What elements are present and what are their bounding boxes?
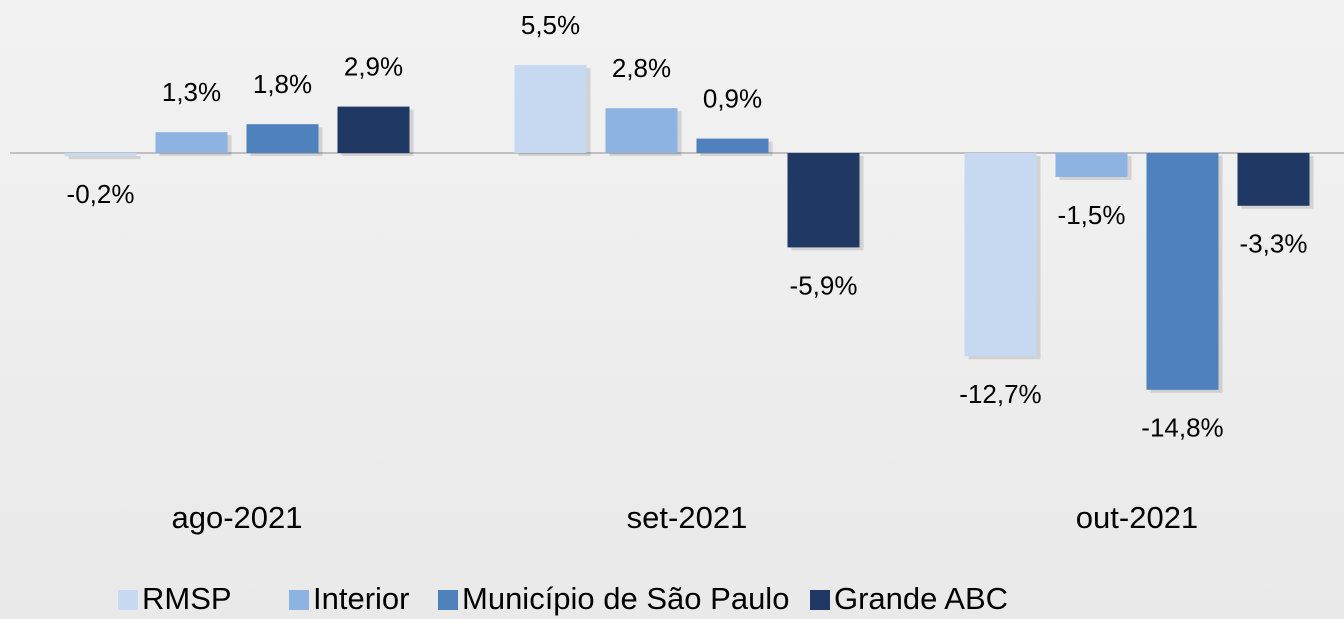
bar — [1055, 153, 1128, 177]
value-label: -5,9% — [790, 270, 858, 300]
legend-label: Município de São Paulo — [462, 581, 789, 616]
value-label: -14,8% — [1141, 413, 1223, 443]
bar — [514, 65, 587, 153]
value-label: -0,2% — [67, 179, 135, 209]
bar — [337, 106, 410, 153]
bar — [1146, 153, 1219, 390]
value-label: 1,3% — [162, 77, 221, 107]
bar — [787, 153, 860, 248]
category-label: ago-2021 — [171, 500, 302, 535]
bar — [964, 153, 1037, 357]
legend-swatch — [438, 590, 458, 610]
value-label: 2,8% — [612, 53, 671, 83]
value-label: -3,3% — [1240, 229, 1308, 259]
legend-swatch — [810, 590, 830, 610]
bar — [64, 153, 137, 157]
value-label: 1,8% — [253, 69, 312, 99]
bar — [696, 138, 769, 153]
value-label: 5,5% — [521, 10, 580, 40]
legend-swatch — [118, 590, 138, 610]
category-label: out-2021 — [1076, 500, 1198, 535]
bar — [246, 124, 319, 153]
bar — [1237, 153, 1310, 206]
bar — [605, 108, 678, 153]
value-label: -1,5% — [1058, 200, 1126, 230]
legend-label: Grande ABC — [834, 581, 1008, 616]
category-label: set-2021 — [627, 500, 748, 535]
value-label: 0,9% — [703, 83, 762, 113]
bar-shadow — [68, 156, 141, 160]
value-label: -12,7% — [959, 379, 1041, 409]
legend-label: Interior — [313, 581, 409, 616]
legend-label: RMSP — [142, 581, 232, 616]
bar — [155, 132, 228, 153]
value-label: 2,9% — [344, 51, 403, 81]
legend-swatch — [289, 590, 309, 610]
